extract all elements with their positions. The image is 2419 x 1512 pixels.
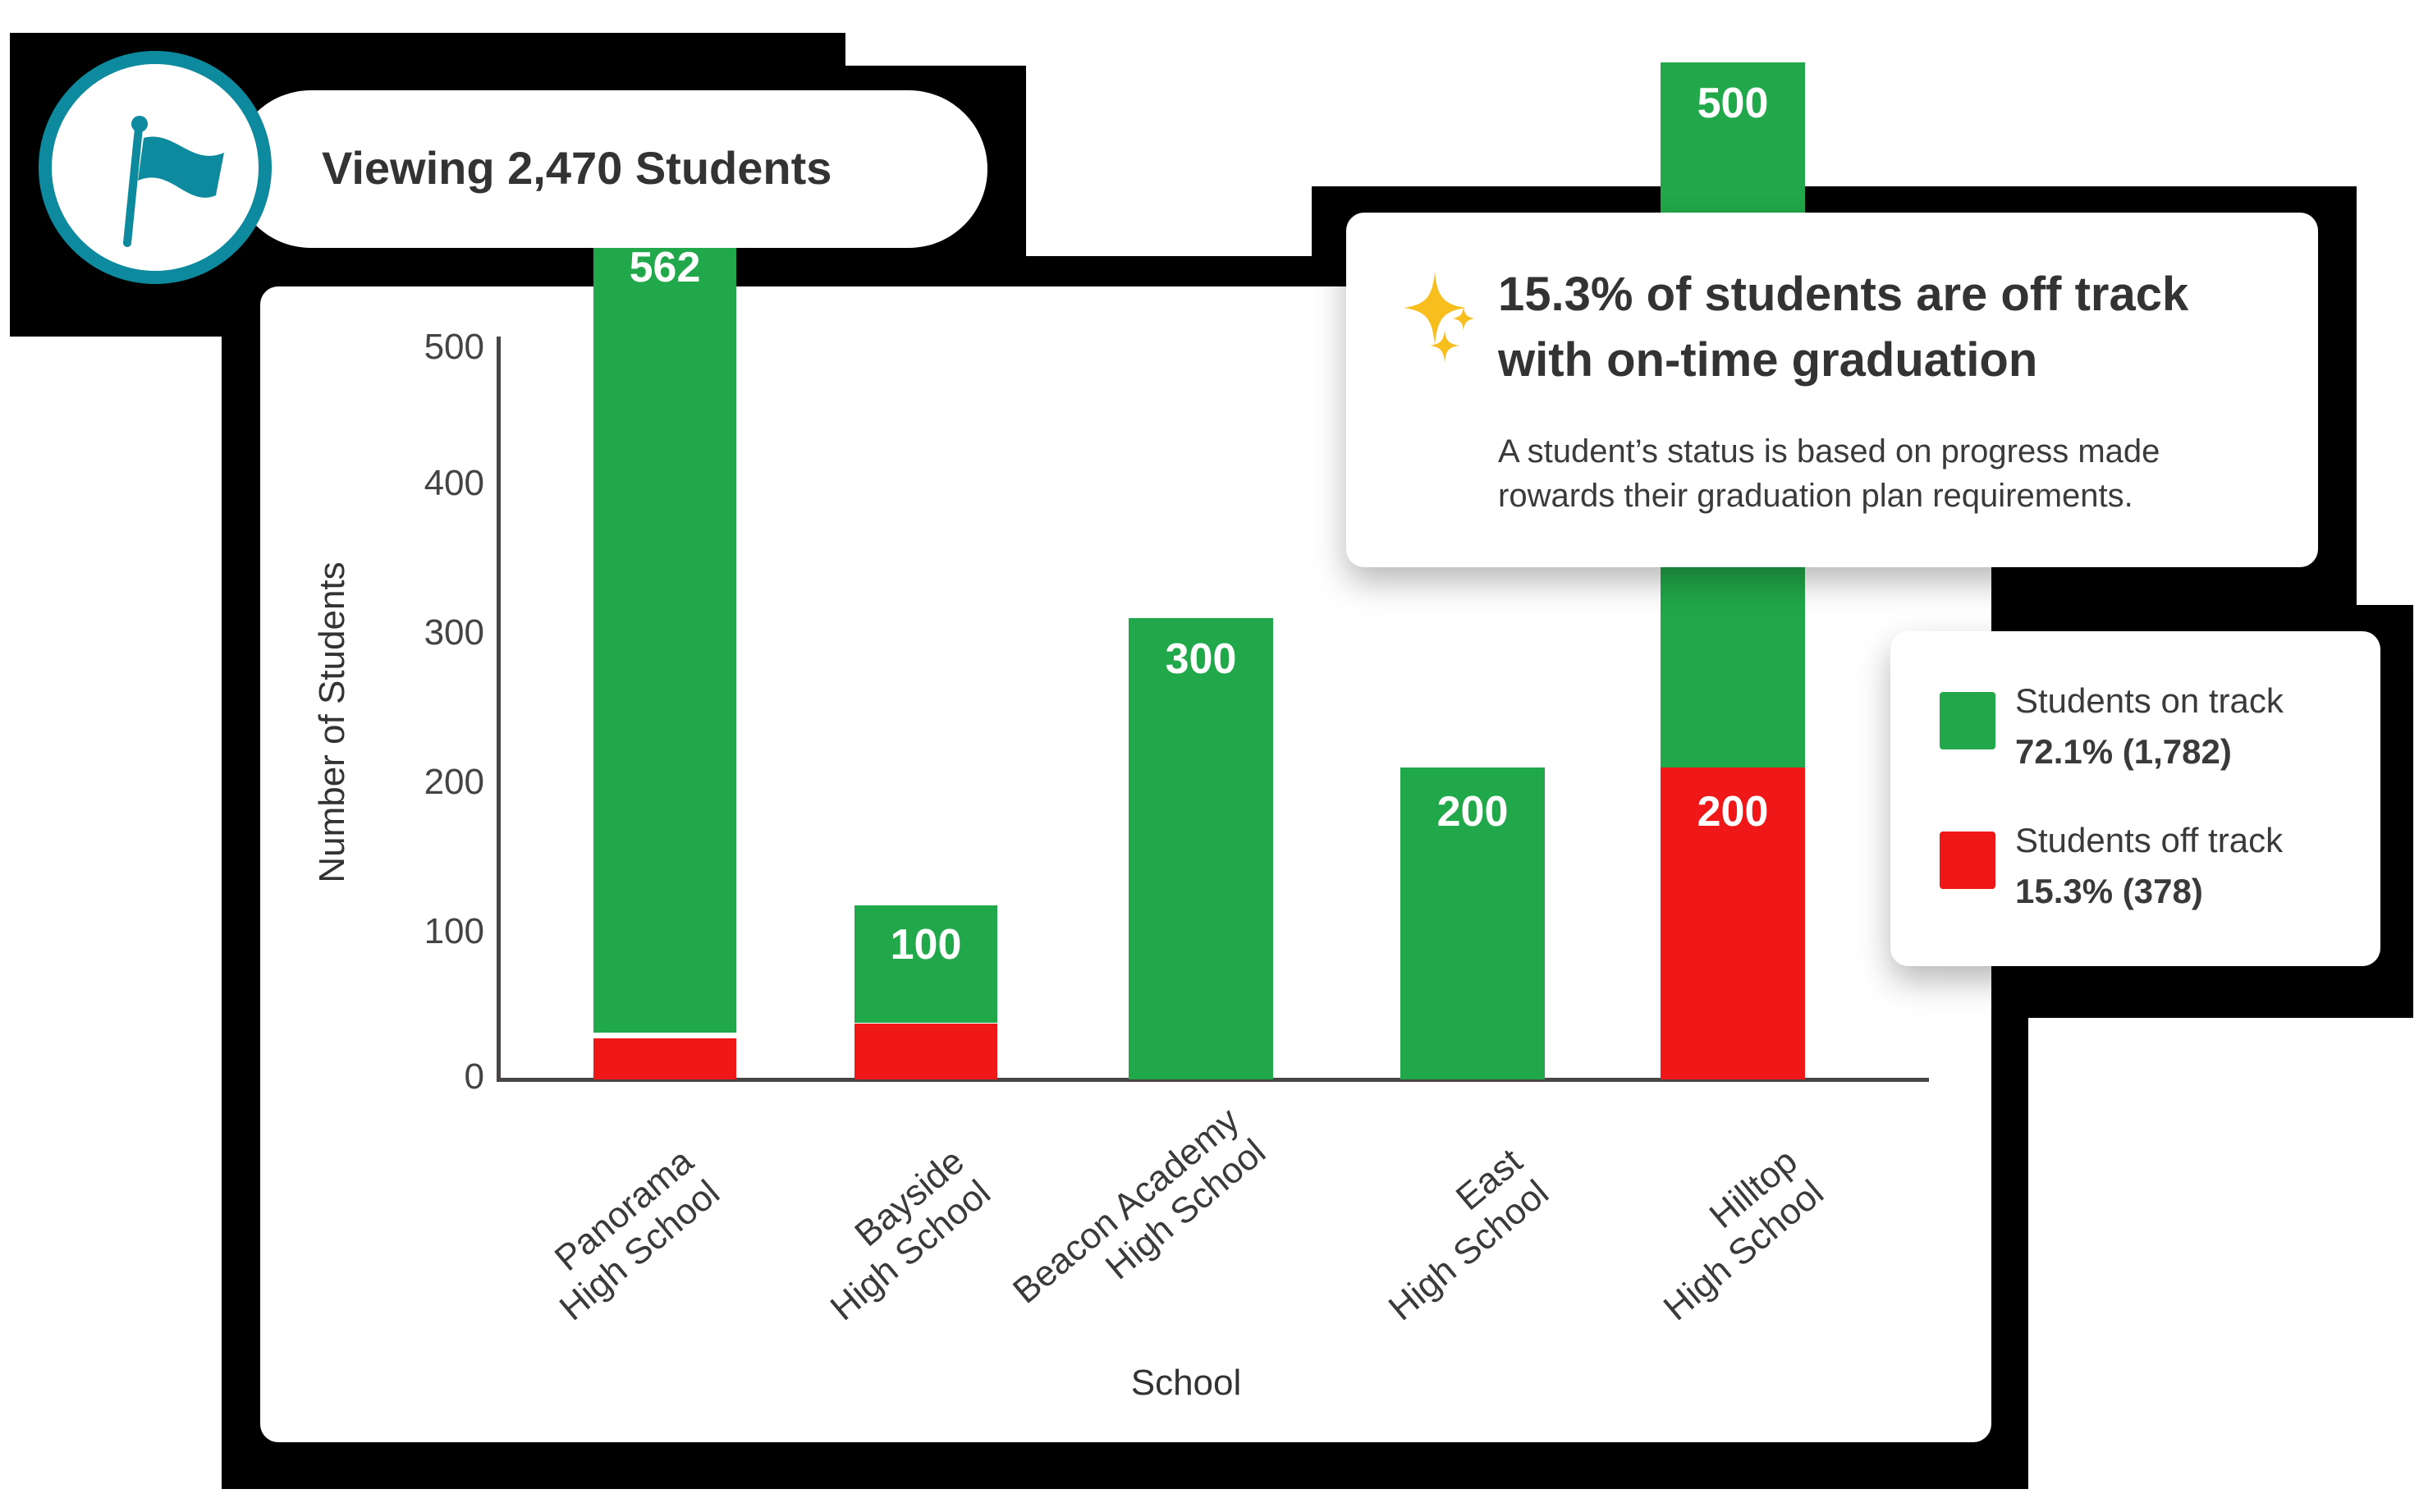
insight-headline: 15.3% of students are off track with on-… [1498,268,2189,387]
bar-value-label: 500 [1697,80,1769,127]
bar-panorama-on-track[interactable]: 562 [593,228,736,1033]
y-tick-100: 100 [424,911,484,951]
insight-card: 15.3% of students are off track with on-… [1346,213,2318,567]
y-tick-200: 200 [424,762,484,802]
legend-label: Students on track [2015,681,2284,720]
bar-east-on-track[interactable]: 200 [1400,767,1545,1079]
insight-body: A student’s status is based on progress … [1498,433,2160,514]
y-tick-300: 300 [424,612,484,653]
legend-item-on-track[interactable]: Students on track 72.1% (1,782) [1940,676,2284,777]
legend-card: Students on track 72.1% (1,782) Students… [1890,631,2380,966]
legend-item-off-track[interactable]: Students off track 15.3% (378) [1940,815,2283,917]
flag-badge [39,51,272,284]
flag-icon [123,116,224,247]
bar-value-label: 200 [1436,788,1509,836]
legend-value: 72.1% (1,782) [2015,732,2232,771]
bar-panorama-off-track[interactable] [593,1038,736,1079]
x-axis-line [497,1078,1929,1082]
y-axis-line [497,337,501,1082]
student-count-title: Viewing 2,470 Students [322,142,832,194]
legend-swatch-green [1940,692,1995,749]
y-tick-0: 0 [464,1056,484,1097]
bar-hilltop-off-track[interactable]: 200 [1661,767,1805,1079]
bar-value-label: 562 [629,244,701,291]
y-tick-400: 400 [424,463,484,503]
bar-value-label: 100 [890,921,962,969]
bar-beacon-on-track[interactable]: 300 [1129,618,1273,1079]
student-count-pill [232,90,987,248]
sparkle-icon [1404,272,1474,364]
legend-value: 15.3% (378) [2015,872,2203,910]
legend-swatch-red [1940,832,1995,889]
y-axis-title: Number of Students [312,561,352,883]
legend-label: Students off track [2015,821,2284,859]
y-tick-500: 500 [424,327,484,367]
bar-bayside-off-track[interactable] [854,1024,997,1079]
bar-value-label: 300 [1165,635,1237,683]
bar-value-label: 200 [1697,788,1769,836]
bar-bayside-on-track[interactable]: 100 [854,905,997,1023]
x-axis-title: School [1130,1363,1242,1403]
